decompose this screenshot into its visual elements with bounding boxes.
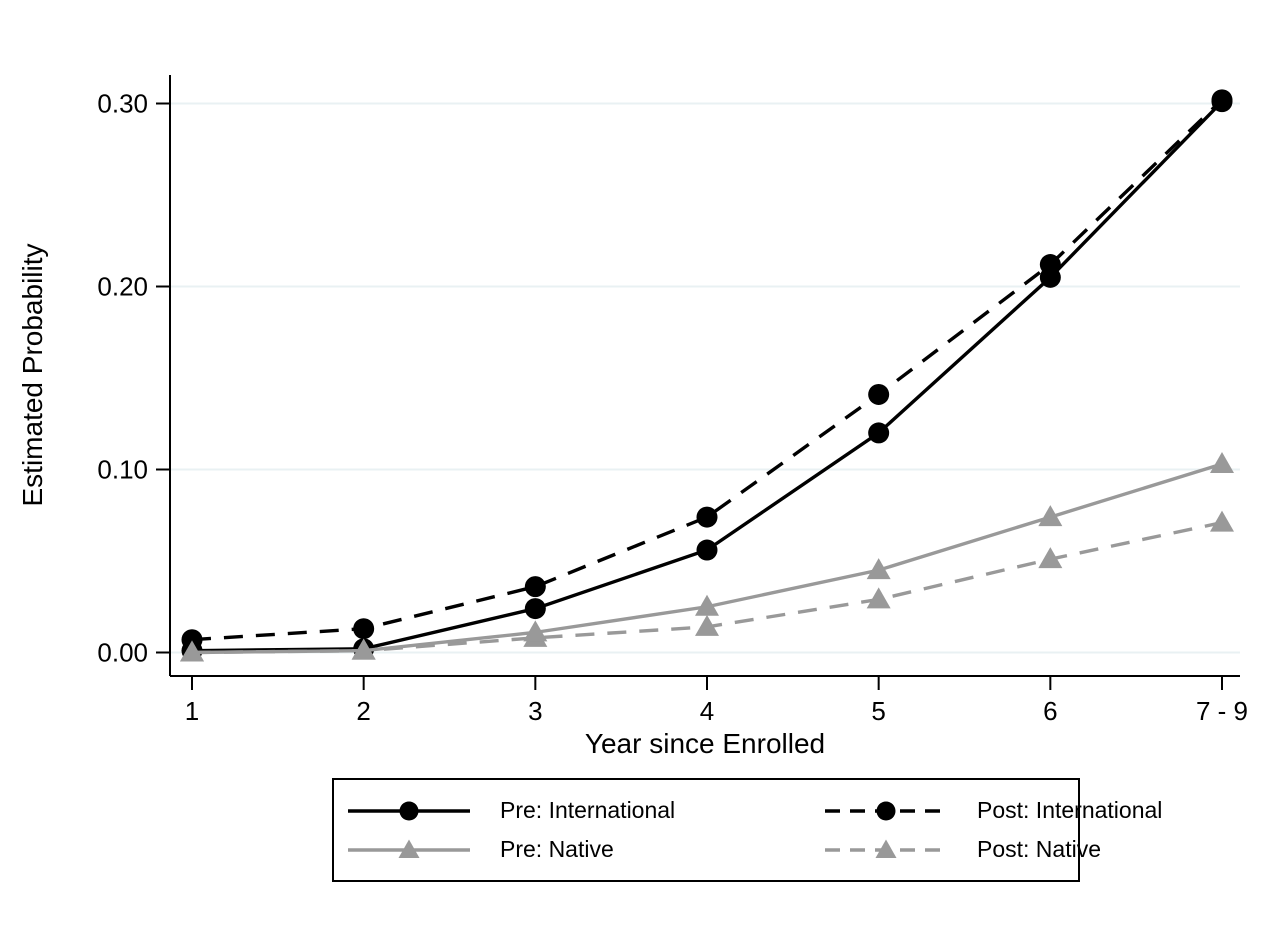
x-tick-label: 5	[871, 696, 885, 726]
data-point-triangle	[695, 594, 719, 616]
legend-swatch	[825, 839, 947, 858]
x-tick-label: 7 - 9	[1196, 696, 1248, 726]
series-pre-international	[181, 91, 1233, 662]
data-point-triangle	[866, 587, 891, 609]
legend-swatch	[825, 801, 947, 820]
legend-marker-circle	[399, 801, 419, 820]
data-point-triangle	[1210, 510, 1234, 532]
series-pre-native	[180, 452, 1234, 662]
data-point-circle	[696, 506, 718, 528]
data-point-triangle	[351, 638, 376, 660]
y-tick-label: 0.20	[97, 272, 148, 302]
data-point-triangle	[523, 620, 548, 642]
series-post-international	[181, 89, 1233, 651]
y-tick-label: 0.30	[97, 89, 148, 119]
data-point-triangle	[180, 640, 204, 662]
legend-marker-triangle	[398, 839, 420, 858]
legend-label: Post: Native	[977, 836, 1101, 862]
x-tick-label: 4	[700, 696, 714, 726]
data-point-triangle	[866, 558, 891, 580]
data-point-circle	[696, 539, 718, 561]
data-point-circle	[1039, 254, 1061, 276]
legend-item-pre-international: Pre: International	[348, 797, 825, 824]
legend-item-pre-native: Pre: Native	[348, 836, 825, 863]
chart-legend: Pre: International Post: International Pre…	[332, 778, 1162, 882]
data-point-circle	[524, 576, 546, 598]
legend-label: Pre: Native	[500, 836, 614, 862]
data-point-triangle	[1038, 505, 1063, 527]
y-tick-label: 0.10	[97, 455, 148, 485]
data-point-circle	[181, 629, 203, 651]
x-tick-label: 3	[528, 696, 542, 726]
legend-swatch	[348, 839, 470, 858]
y-tick-label: 0.00	[97, 638, 148, 668]
tick-labels-group: 0.00 0.10 0.20 0.30 1 2 3 4 5 6 7 - 9	[97, 89, 1248, 727]
gridlines-group	[170, 102, 1240, 654]
series-post-native	[180, 510, 1234, 662]
x-tick-label: 6	[1043, 696, 1057, 726]
data-point-circle	[868, 422, 890, 444]
series-group	[180, 89, 1234, 662]
x-tick-label: 1	[185, 696, 199, 726]
data-point-circle	[1211, 89, 1233, 111]
data-point-circle	[868, 383, 890, 405]
axes-group	[156, 75, 1240, 690]
legend-item-post-international: Post: International	[825, 797, 1162, 824]
data-point-circle	[524, 598, 546, 620]
legend-marker-circle	[876, 801, 896, 820]
data-point-triangle	[1038, 547, 1063, 569]
y-axis-title: Estimated Probability	[17, 243, 48, 506]
data-point-triangle	[1210, 452, 1234, 474]
x-tick-label: 2	[356, 696, 370, 726]
series-line	[191, 100, 1224, 653]
legend-item-post-native: Post: Native	[825, 836, 1162, 863]
data-point-triangle	[695, 614, 719, 636]
legend-label: Pre: International	[500, 797, 676, 823]
data-point-circle	[353, 618, 375, 640]
legend-marker-triangle	[875, 839, 897, 858]
x-axis-title: Year since Enrolled	[585, 728, 825, 759]
legend-swatch	[348, 801, 470, 820]
legend-label: Post: International	[977, 797, 1163, 823]
